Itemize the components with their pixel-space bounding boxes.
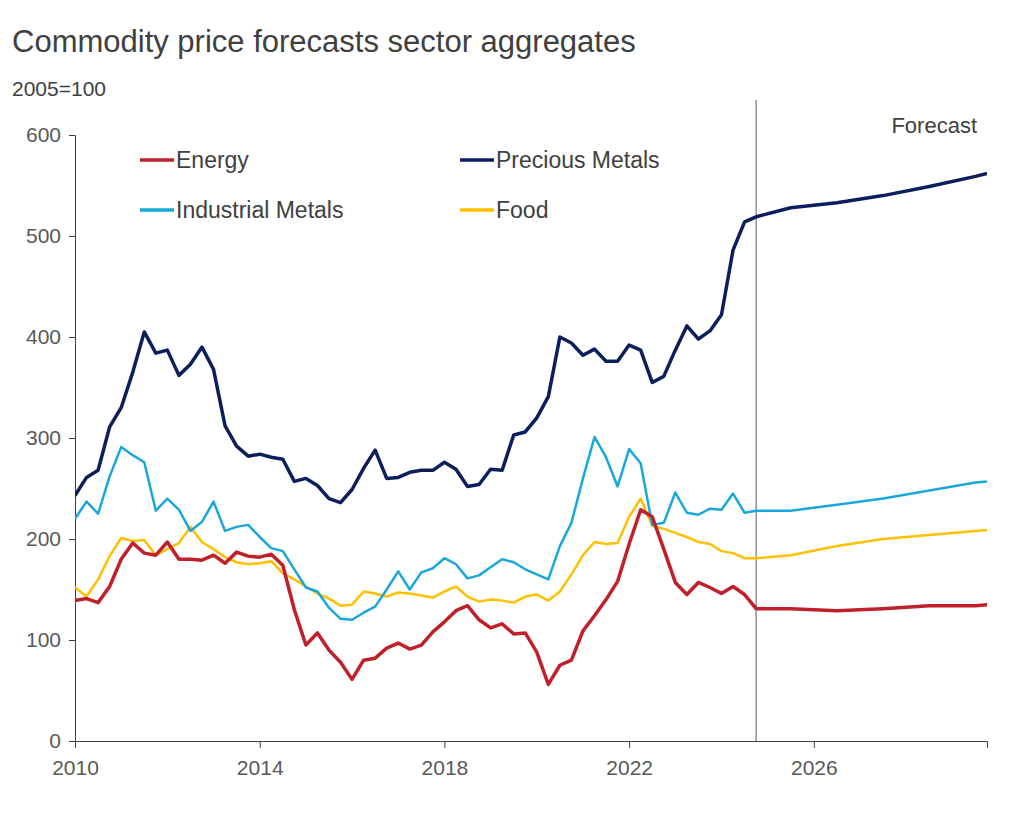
legend-swatch: [140, 158, 174, 162]
legend-label: Precious Metals: [496, 147, 660, 173]
title: Commodity price forecasts sector aggrega…: [12, 24, 636, 59]
annotation: Forecast: [891, 113, 977, 138]
y-tick-mark: [69, 236, 75, 237]
y-axis-line: [69, 136, 76, 742]
y-tick-mark: [69, 539, 75, 540]
x-tick-mark: [629, 741, 630, 748]
y-tick-label: 0: [49, 729, 61, 752]
legend-label: Industrial Metals: [176, 197, 343, 223]
x-tick-mark: [814, 741, 815, 748]
y-tick: 100: [26, 628, 75, 651]
x-tick-label: 2010: [52, 756, 99, 779]
legend-swatch: [460, 158, 494, 162]
x-tick-label: 2014: [237, 756, 284, 779]
series-line: [75, 510, 987, 685]
y-tick: 300: [26, 426, 75, 449]
y-tick-label: 500: [26, 224, 61, 247]
x-tick-mark: [260, 741, 261, 748]
x-tick-label: 2022: [606, 756, 653, 779]
chart: Commodity price forecasts sector aggrega…: [0, 0, 1022, 817]
y-tick-label: 600: [26, 123, 61, 146]
series-line: [75, 499, 987, 606]
y-tick-mark: [69, 640, 75, 641]
series-line: [75, 437, 987, 620]
x-tick-label: 2026: [791, 756, 838, 779]
y-tick-label: 100: [26, 628, 61, 651]
x-tick: 2022: [606, 741, 653, 779]
legend-label: Food: [496, 197, 548, 223]
y-tick: 0: [49, 729, 75, 752]
legend: Energy Precious Metals Industrial Metals Fo…: [140, 147, 660, 223]
legend-label: Energy: [176, 147, 249, 173]
series-line: [75, 173, 987, 502]
y-tick: 600: [26, 123, 75, 146]
y-tick-mark: [69, 741, 75, 742]
x-tick: 2010: [52, 741, 99, 779]
y-axis: 0 100 200 300 400 500 600: [26, 123, 76, 752]
x-tick-label: 2018: [422, 756, 469, 779]
subtitle: 2005=100: [12, 77, 106, 100]
y-tick-label: 300: [26, 426, 61, 449]
lines: [75, 173, 987, 684]
y-tick: 200: [26, 527, 75, 550]
y-tick-mark: [69, 337, 75, 338]
forecast-divider: [756, 100, 757, 741]
y-tick-label: 400: [26, 325, 61, 348]
y-tick-mark: [69, 438, 75, 439]
x-tick: 2018: [422, 741, 469, 779]
x-tick-mark: [75, 741, 76, 748]
legend-swatch: [140, 208, 174, 212]
y-tick-label: 200: [26, 527, 61, 550]
x-tick-mark: [444, 741, 445, 748]
x-axis: 2010 2014 2018 2022 2026: [52, 741, 987, 779]
y-tick-mark: [69, 135, 75, 136]
x-tick: 2014: [237, 741, 284, 779]
x-axis-line: [76, 742, 988, 749]
legend-swatch: [460, 208, 494, 212]
y-tick: 500: [26, 224, 75, 247]
x-tick: 2026: [791, 741, 838, 779]
y-tick: 400: [26, 325, 75, 348]
